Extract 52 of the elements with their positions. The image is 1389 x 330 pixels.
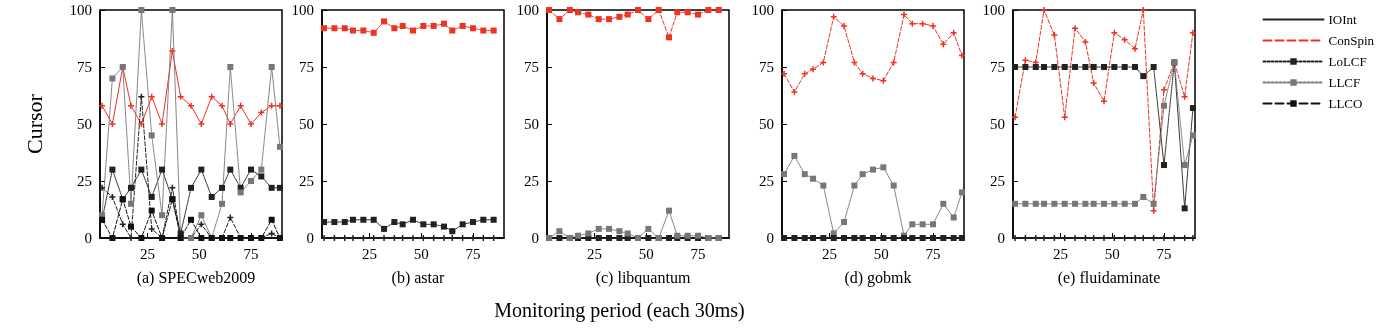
- x-tick-label: 25: [1053, 245, 1069, 262]
- y-tick-label: 75: [77, 59, 92, 75]
- x-tick-label: 75: [243, 245, 259, 262]
- x-tick-label: 50: [191, 245, 207, 262]
- y-tick-label: 25: [77, 173, 92, 189]
- y-tick-label: 100: [982, 2, 1005, 18]
- y-tick-label: 50: [990, 116, 1005, 132]
- y-tick-label: 75: [524, 59, 539, 75]
- x-tick-label: 50: [1104, 245, 1120, 262]
- y-tick-label: 25: [524, 173, 539, 189]
- y-tick-label: 0: [531, 230, 539, 246]
- x-tick-label: 25: [822, 245, 838, 262]
- y-axis-title: Cursor: [21, 93, 47, 154]
- y-tick-label: 100: [69, 2, 92, 18]
- x-tick-label: 25: [587, 245, 603, 262]
- text: (e) fluidaminate: [1057, 268, 1161, 287]
- y-tick-label: 25: [990, 173, 1005, 189]
- y-tick-label: 50: [299, 116, 314, 132]
- text: (c) libquantum: [595, 268, 691, 287]
- legend-label: LLCF: [1328, 75, 1361, 90]
- text: (a) SPECweb2009: [136, 268, 256, 287]
- x-tick-label: 50: [638, 245, 654, 262]
- y-tick-label: 100: [751, 2, 774, 18]
- text: (d) gobmk: [844, 268, 912, 287]
- y-tick-label: 75: [299, 59, 314, 75]
- legend-label: ConSpin: [1328, 33, 1375, 48]
- y-tick-label: 0: [766, 230, 774, 246]
- y-tick-label: 75: [990, 59, 1005, 75]
- y-tick-label: 50: [524, 116, 539, 132]
- x-tick-label: 75: [925, 245, 941, 262]
- legend-label: LLCO: [1328, 96, 1363, 111]
- x-tick-label: 75: [1156, 245, 1172, 262]
- x-axis-title: Monitoring period (each 30ms): [494, 299, 745, 322]
- text: (b) astar: [391, 268, 446, 287]
- x-tick-label: 50: [413, 245, 429, 262]
- y-tick-label: 50: [759, 116, 774, 132]
- y-tick-label: 25: [299, 173, 314, 189]
- y-tick-label: 100: [516, 2, 539, 18]
- y-tick-label: 0: [84, 230, 92, 246]
- x-tick-label: 75: [465, 245, 481, 262]
- legend-label: LoLCF: [1328, 54, 1367, 69]
- y-tick-label: 0: [306, 230, 314, 246]
- y-tick-label: 50: [77, 116, 92, 132]
- y-tick-label: 100: [291, 2, 314, 18]
- y-tick-label: 25: [759, 173, 774, 189]
- y-tick-label: 0: [997, 230, 1005, 246]
- x-tick-label: 25: [140, 245, 156, 262]
- x-tick-label: 25: [362, 245, 378, 262]
- y-tick-label: 75: [759, 59, 774, 75]
- x-tick-label: 75: [690, 245, 706, 262]
- x-tick-label: 50: [873, 245, 889, 262]
- legend-label: IOInt: [1328, 12, 1358, 27]
